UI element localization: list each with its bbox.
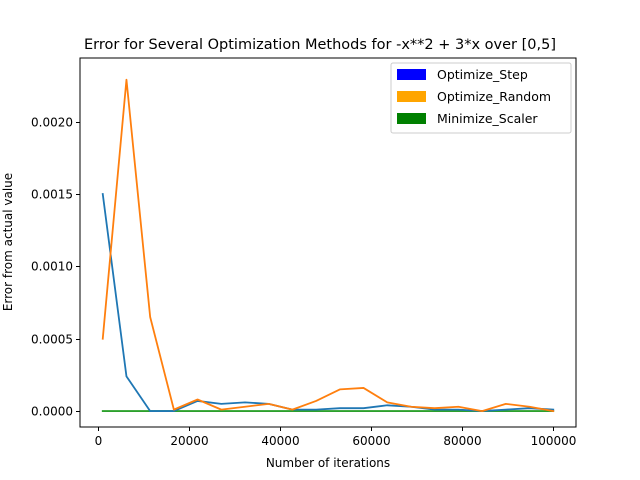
legend-label: Optimize_Random [437,89,551,104]
series-line-2 [101,78,555,413]
y-axis-label: Error from actual value [1,173,15,311]
x-axis: 0 20000 40000 60000 80000 100000 [95,427,577,448]
x-tick-label: 80000 [443,434,481,448]
legend-label: Minimize_Scaler [437,111,538,126]
legend: Optimize_Step Optimize_Random Minimize_Sca… [390,62,572,134]
y-tick-label: 0.0005 [31,333,73,347]
legend-label: Optimize_Step [437,67,528,82]
axes-frame [79,57,577,428]
y-tick-label: 0.0015 [31,188,73,202]
y-tick-label: 0.0000 [31,405,73,419]
y-tick-label: 0.0020 [31,116,73,130]
legend-swatch [397,69,426,80]
legend-entries: Optimize_Step Optimize_Random Minimize_Sca… [397,67,551,126]
x-tick-label: 20000 [170,434,208,448]
x-tick-label: 40000 [261,434,299,448]
x-tick-label: 60000 [352,434,390,448]
legend-swatch [397,91,426,102]
x-axis-label: Number of iterations [266,456,390,470]
x-tick-label: 100000 [531,434,577,448]
legend-swatch [397,113,426,124]
y-axis: 0.0000 0.0005 0.0010 0.0015 0.0020 [31,116,80,419]
series-layer [101,78,555,413]
y-tick-label: 0.0010 [31,260,73,274]
chart-title: Error for Several Optimization Methods f… [84,37,556,53]
x-tick-label: 0 [95,434,103,448]
legend-frame [390,62,572,134]
